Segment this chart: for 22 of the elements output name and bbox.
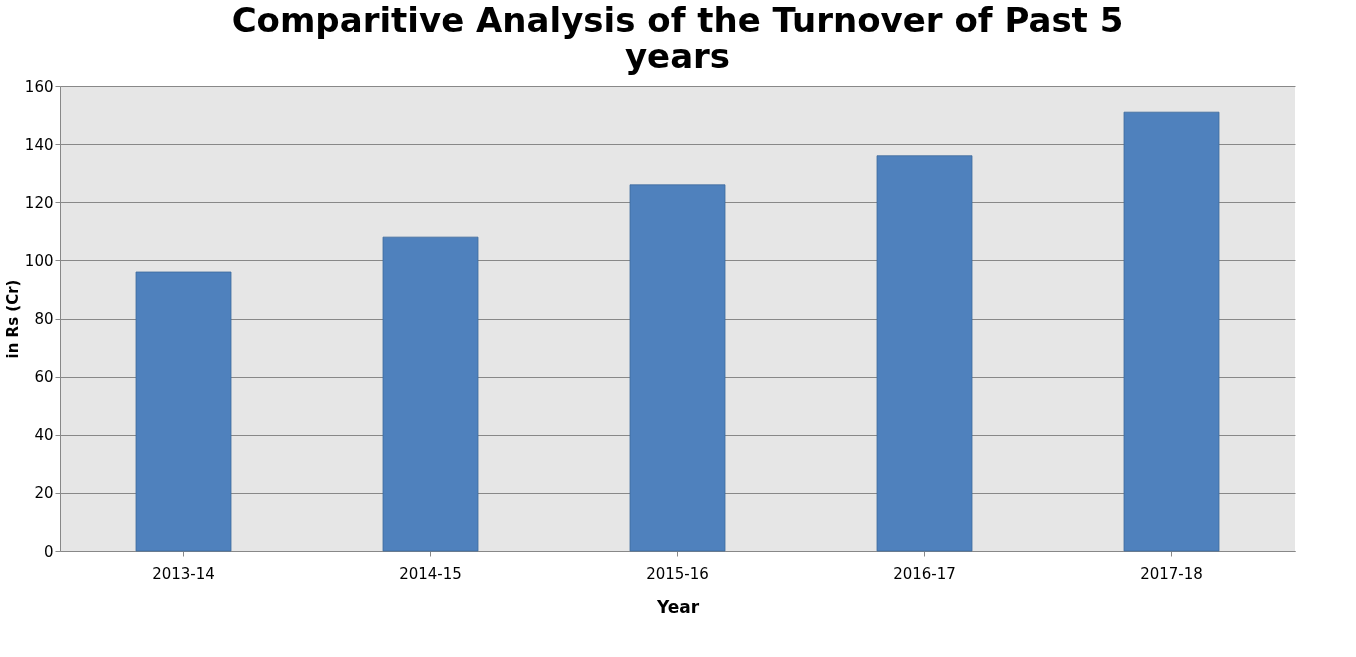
y-tick-label: 140 — [24, 135, 54, 154]
y-tick-label: 60 — [34, 368, 54, 387]
bar — [135, 271, 232, 552]
x-tick-label: 2016-17 — [893, 564, 956, 583]
x-tick-label: 2017-18 — [1140, 564, 1203, 583]
y-tick-label: 120 — [24, 193, 54, 212]
bar — [382, 236, 479, 552]
x-tick-label: 2013-14 — [152, 564, 215, 583]
x-tick-label: 2014-15 — [399, 564, 462, 583]
y-tick-label: 100 — [24, 251, 54, 270]
bar — [876, 155, 973, 552]
y-tick-label: 40 — [34, 426, 54, 445]
y-axis-title: in Rs (Cr) — [3, 279, 22, 359]
y-tick-label: 0 — [43, 542, 54, 561]
y-tick-label: 80 — [34, 310, 54, 328]
x-tick-label: 2015-16 — [646, 564, 709, 583]
chart-title: Comparitive Analysis of the Turnover of Past 5 years — [231, 0, 1124, 76]
x-axis-title: Year — [655, 596, 700, 617]
bar — [1123, 111, 1220, 552]
bar — [629, 184, 726, 552]
y-tick-label: 20 — [34, 484, 54, 503]
y-tick-label: 160 — [24, 77, 54, 96]
